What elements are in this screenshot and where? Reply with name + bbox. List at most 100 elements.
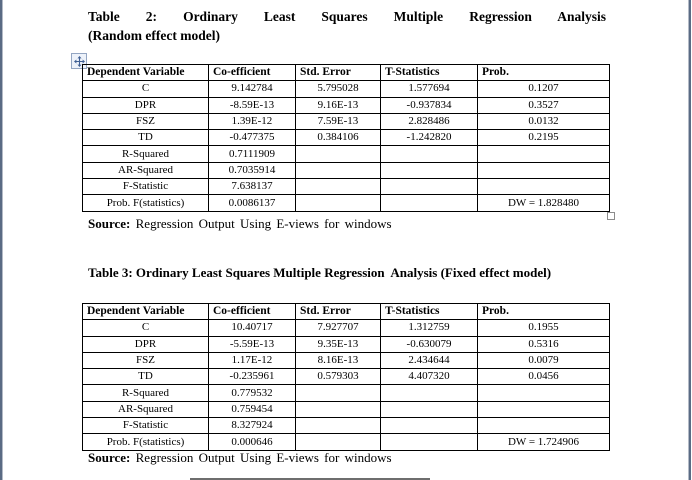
table-cell: 0.579303 bbox=[295, 368, 381, 386]
column-header: T-Statistics bbox=[380, 302, 478, 321]
table-resize-handle[interactable] bbox=[607, 212, 615, 220]
table-cell bbox=[380, 400, 478, 419]
source-label: Source: bbox=[88, 450, 131, 465]
column-header: Std. Error bbox=[295, 63, 381, 82]
table-cell: 0.0086137 bbox=[208, 194, 296, 212]
table-cell bbox=[380, 417, 478, 435]
table-cell bbox=[295, 161, 381, 180]
column-header: Dependent Variable bbox=[82, 63, 209, 82]
table-cell: 0.0456 bbox=[477, 368, 610, 386]
table-cell: 4.407320 bbox=[380, 368, 478, 386]
table2-source-line: Source: Regression Output Using E-views … bbox=[88, 216, 392, 232]
table-cell bbox=[477, 417, 610, 435]
table-cell bbox=[295, 384, 381, 402]
table-cell bbox=[477, 145, 610, 163]
table-row: AR-Squared 0.759454 bbox=[82, 400, 610, 419]
table-cell: R-Squared bbox=[82, 384, 209, 402]
table-row: TD -0.235961 0.579303 4.407320 0.0456 bbox=[82, 368, 610, 386]
table-cell: 8.16E-13 bbox=[295, 351, 381, 370]
table-row: FSZ 1.39E-12 7.59E-13 2.828486 0.0132 bbox=[82, 112, 610, 131]
table-row: DPR -5.59E-13 9.35E-13 -0.630079 0.5316 bbox=[82, 335, 610, 353]
table-cell: 7.927707 bbox=[295, 319, 381, 337]
table-cell: Prob. F(statistics) bbox=[82, 433, 209, 451]
table-cell: 0.2195 bbox=[477, 129, 610, 147]
table-cell: 2.434644 bbox=[380, 351, 478, 370]
table-cell: -0.937834 bbox=[380, 96, 478, 114]
four-way-move-arrows-icon bbox=[73, 55, 85, 67]
regression-table-fixed-effect: Dependent Variable Co-efficient Std. Error… bbox=[82, 302, 610, 451]
source-text: Regression Output Using E-views for wind… bbox=[130, 216, 392, 231]
table-cell: AR-Squared bbox=[82, 400, 209, 419]
table-cell: -0.630079 bbox=[380, 335, 478, 353]
table2-heading-line2: (Random effect model) bbox=[88, 28, 220, 43]
table-cell bbox=[380, 178, 478, 196]
table-row: R-Squared 0.7111909 bbox=[82, 145, 610, 163]
regression-table-random-effect: Dependent Variable Co-efficient Std. Error… bbox=[82, 63, 610, 212]
table-header-row: Dependent Variable Co-efficient Std. Error… bbox=[82, 302, 610, 321]
table-cell: AR-Squared bbox=[82, 161, 209, 180]
table-cell: Prob. F(statistics) bbox=[82, 194, 209, 212]
table-cell bbox=[477, 178, 610, 196]
table-cell: DW = 1.828480 bbox=[477, 194, 610, 212]
table-cell: -0.477375 bbox=[208, 129, 296, 147]
table-cell bbox=[295, 178, 381, 196]
table-cell bbox=[295, 145, 381, 163]
table-cell: 1.39E-12 bbox=[208, 112, 296, 131]
table-cell bbox=[380, 161, 478, 180]
table-cell: 0.0132 bbox=[477, 112, 610, 131]
table2-heading: Table 2: Ordinary Least Squares Multiple… bbox=[88, 7, 606, 45]
table-cell: DPR bbox=[82, 96, 209, 114]
source-text: Regression Output Using E-views for wind… bbox=[130, 450, 392, 465]
table-row: R-Squared 0.779532 bbox=[82, 384, 610, 402]
table-row: F-Statistic 7.638137 bbox=[82, 178, 610, 196]
table-cell: 0.0079 bbox=[477, 351, 610, 370]
table-cell: DPR bbox=[82, 335, 209, 353]
table-row: Prob. F(statistics) 0.000646 DW = 1.724906 bbox=[82, 433, 610, 451]
table-row: Prob. F(statistics) 0.0086137 DW = 1.82848… bbox=[82, 194, 610, 212]
table-cell: R-Squared bbox=[82, 145, 209, 163]
table-cell: 1.577694 bbox=[380, 80, 478, 98]
table-row: TD -0.477375 0.384106 -1.242820 0.2195 bbox=[82, 129, 610, 147]
table-cell bbox=[295, 400, 381, 419]
table-cell: 1.17E-12 bbox=[208, 351, 296, 370]
table-row: DPR -8.59E-13 9.16E-13 -0.937834 0.3527 bbox=[82, 96, 610, 114]
table-cell: -1.242820 bbox=[380, 129, 478, 147]
table-header-row: Dependent Variable Co-efficient Std. Error… bbox=[82, 63, 610, 82]
table-cell: 10.40717 bbox=[208, 319, 296, 337]
table-cell: TD bbox=[82, 129, 209, 147]
source-label: Source: bbox=[88, 216, 131, 231]
table-cell: -5.59E-13 bbox=[208, 335, 296, 353]
table-cell: 0.779532 bbox=[208, 384, 296, 402]
table-cell: F-Statistic bbox=[82, 417, 209, 435]
table-cell: TD bbox=[82, 368, 209, 386]
table3-heading: Table 3: Ordinary Least Squares Multiple… bbox=[88, 265, 552, 280]
table-cell: 0.1207 bbox=[477, 80, 610, 98]
table3-source-line: Source: Regression Output Using E-views … bbox=[88, 450, 392, 466]
table-cell: -0.235961 bbox=[208, 368, 296, 386]
table-cell: 9.35E-13 bbox=[295, 335, 381, 353]
table-cell: 5.795028 bbox=[295, 80, 381, 98]
table-cell: 1.312759 bbox=[380, 319, 478, 337]
table-cell: F-Statistic bbox=[82, 178, 209, 196]
table-cell: C bbox=[82, 319, 209, 337]
table-cell bbox=[380, 145, 478, 163]
table-cell bbox=[295, 433, 381, 451]
table-cell bbox=[380, 384, 478, 402]
table-cell: 9.142784 bbox=[208, 80, 296, 98]
table-cell: 0.5316 bbox=[477, 335, 610, 353]
table-cell: FSZ bbox=[82, 351, 209, 370]
table-cell: 7.638137 bbox=[208, 178, 296, 196]
column-header: Prob. bbox=[477, 302, 610, 321]
table-cell: 0.7111909 bbox=[208, 145, 296, 163]
table2-heading-line1: Table 2: Ordinary Least Squares Multiple… bbox=[88, 9, 606, 24]
table-move-handle[interactable] bbox=[71, 53, 87, 69]
table-cell bbox=[295, 194, 381, 212]
table-cell: 7.59E-13 bbox=[295, 112, 381, 131]
table-cell: 9.16E-13 bbox=[295, 96, 381, 114]
column-header: T-Statistics bbox=[380, 63, 478, 82]
table-row: AR-Squared 0.7035914 bbox=[82, 161, 610, 180]
table-cell: 0.3527 bbox=[477, 96, 610, 114]
table-cell: 0.000646 bbox=[208, 433, 296, 451]
table-cell: -8.59E-13 bbox=[208, 96, 296, 114]
